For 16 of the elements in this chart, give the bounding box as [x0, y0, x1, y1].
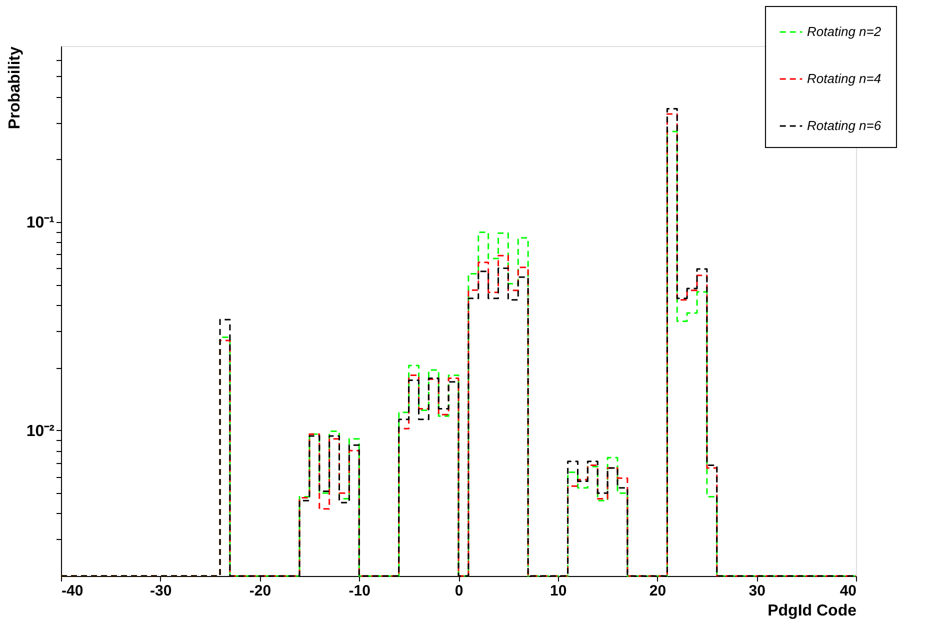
- legend-label: Rotating n=2: [807, 24, 882, 39]
- y-tick-label: 10⁻¹: [26, 214, 54, 232]
- legend-label: Rotating n=4: [807, 71, 882, 86]
- x-tick-label: 20: [649, 582, 666, 600]
- x-tick-label: -40: [62, 582, 84, 600]
- y-tick-label: 10⁻²: [26, 422, 54, 440]
- legend-label: Rotating n=6: [807, 118, 882, 133]
- x-tick-label: 30: [748, 582, 766, 600]
- x-tick-label: 0: [454, 582, 464, 600]
- x-tick-label: -20: [249, 582, 272, 600]
- x-tick-label: -30: [150, 582, 172, 600]
- x-tick-label: -10: [348, 582, 370, 600]
- x-tick-label: 40: [840, 582, 856, 600]
- x-axis-title: PdgId Code: [768, 602, 857, 620]
- x-tick-label: 10: [550, 582, 567, 600]
- y-axis-title: Probability: [6, 46, 24, 130]
